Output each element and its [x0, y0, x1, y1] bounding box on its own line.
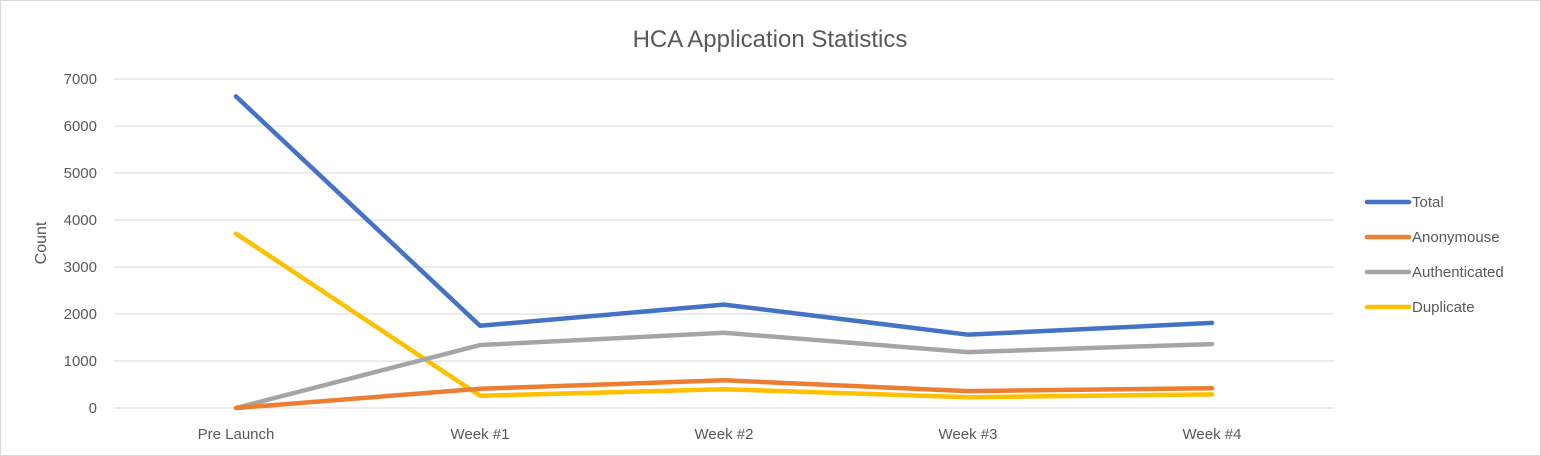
y-tick-label: 5000 — [64, 165, 97, 182]
series-line-duplicate — [233, 231, 1215, 400]
legend-label-anonymouse: Anonymouse — [1412, 229, 1500, 246]
legend-label-authenticated: Authenticated — [1412, 264, 1504, 281]
y-axis-label: Count — [33, 221, 50, 264]
x-tick-label: Week #2 — [695, 426, 754, 443]
x-tick-label: Week #4 — [1183, 426, 1242, 443]
x-tick-label: Pre Launch — [198, 426, 275, 443]
x-axis-ticks: Pre Launch Week #1 Week #2 Week #3 Week #4 — [198, 426, 1242, 443]
y-axis-ticks: 0 1000 2000 3000 4000 5000 6000 7000 — [64, 71, 97, 417]
y-tick-label: 4000 — [64, 212, 97, 229]
legend: Total Anonymouse Authenticated Duplicate — [1364, 194, 1504, 316]
x-tick-label: Week #3 — [939, 426, 998, 443]
x-tick-label: Week #1 — [451, 426, 510, 443]
y-tick-label: 1000 — [64, 353, 97, 370]
legend-label-duplicate: Duplicate — [1412, 299, 1475, 316]
series-line-total — [233, 94, 1215, 337]
y-tick-label: 2000 — [64, 306, 97, 323]
y-tick-label: 3000 — [64, 259, 97, 276]
series-lines — [233, 94, 1215, 411]
y-tick-label: 0 — [89, 400, 97, 417]
chart-title: HCA Application Statistics — [633, 26, 908, 53]
gridlines — [114, 78, 1334, 409]
y-tick-label: 7000 — [64, 71, 97, 88]
y-tick-label: 6000 — [64, 118, 97, 135]
legend-label-total: Total — [1412, 194, 1444, 211]
